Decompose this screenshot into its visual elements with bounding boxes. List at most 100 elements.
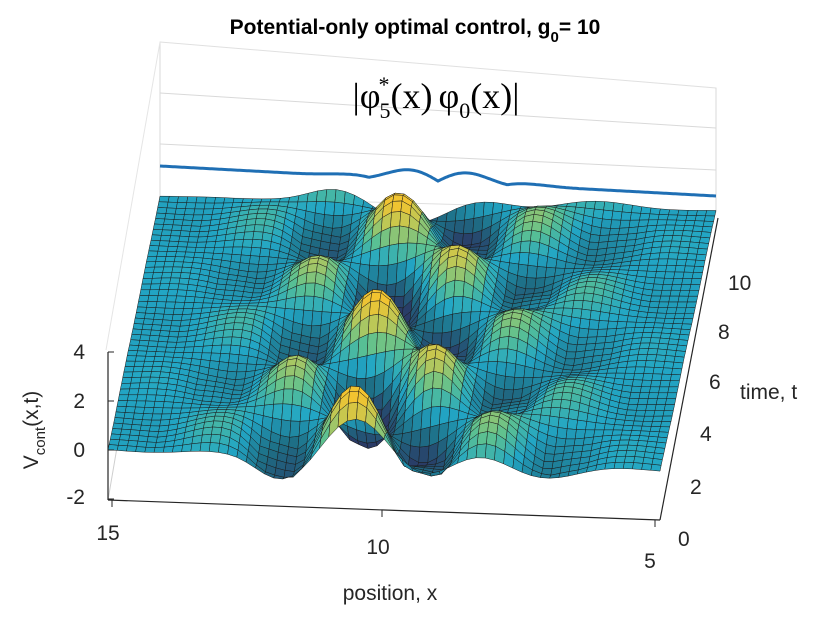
surface-cell — [655, 354, 667, 362]
surface-cell — [170, 229, 182, 237]
surface-cell — [668, 295, 680, 303]
surface-cell — [190, 403, 202, 409]
surface-cell — [627, 439, 639, 446]
surface-cell — [198, 230, 210, 238]
surface-cell — [657, 258, 669, 266]
surface-cell — [216, 406, 229, 410]
surface-cell — [680, 284, 692, 291]
surface-cell — [211, 344, 223, 354]
surface-cell — [579, 318, 591, 330]
surface-cell — [154, 394, 166, 402]
surface-cell — [334, 189, 346, 204]
surface-cell — [671, 368, 683, 376]
surface-cell — [543, 453, 555, 462]
surface-cell — [141, 323, 153, 331]
surface-cell — [634, 410, 647, 417]
surface-cell — [537, 253, 548, 268]
surface-cell — [191, 352, 203, 360]
surface-cell — [680, 323, 693, 330]
surface-cell — [269, 198, 281, 203]
surface-cell — [624, 455, 636, 463]
surface-cell — [201, 345, 213, 354]
surface-cell — [652, 367, 664, 375]
surface-cell — [260, 239, 272, 250]
surface-cell — [561, 369, 573, 374]
surface-cell — [152, 223, 164, 231]
surface-cell — [239, 254, 251, 265]
surface-cell — [151, 413, 163, 421]
surface-cell — [468, 246, 480, 251]
surface-cell — [157, 335, 170, 343]
surface-cell — [618, 227, 630, 235]
surface-cell — [144, 447, 156, 453]
surface-cell — [595, 336, 607, 344]
surface-cell — [109, 433, 121, 441]
surface-cell — [651, 289, 663, 297]
surface-cell — [148, 289, 160, 296]
surface-cell — [150, 234, 162, 241]
surface-cell — [153, 313, 165, 321]
surface-cell — [655, 224, 667, 232]
surface-cell — [574, 286, 586, 294]
surface-cell — [135, 400, 147, 408]
surface-cell — [121, 423, 133, 430]
surface-cell — [223, 239, 235, 248]
surface-cell — [168, 283, 180, 291]
surface-cell — [664, 313, 676, 319]
surface-cell — [177, 196, 189, 203]
surface-cell — [143, 407, 155, 415]
surface-cell — [227, 362, 239, 373]
surface-cell — [629, 212, 641, 221]
surface-cell — [138, 295, 150, 302]
surface-cell — [684, 259, 697, 267]
surface-cell — [627, 354, 639, 362]
surface-cell — [369, 300, 381, 316]
surface-cell — [153, 446, 165, 453]
surface-cell — [639, 213, 651, 221]
surface-cell — [136, 350, 148, 357]
surface-cell — [397, 242, 409, 264]
surface-cell — [201, 214, 213, 221]
surface-cell — [158, 195, 170, 203]
surface-cell — [603, 341, 615, 350]
surface-cell — [693, 265, 705, 273]
surface-cell — [661, 367, 673, 375]
surface-cell — [649, 207, 661, 215]
surface-cell — [650, 332, 662, 339]
surface-cell — [133, 317, 145, 325]
surface-cell — [137, 388, 149, 396]
surface-cell — [600, 218, 612, 229]
surface-cell — [180, 313, 193, 321]
surface-cell — [155, 301, 167, 309]
surface-cell — [159, 330, 171, 337]
surface-cell — [148, 425, 161, 432]
surface-cell — [147, 250, 159, 257]
surface-cell — [333, 201, 345, 216]
surface-cell — [236, 363, 248, 373]
surface-cell — [656, 264, 668, 273]
surface-cell — [129, 429, 141, 436]
surface-cell — [578, 327, 590, 338]
surface-cell — [219, 353, 231, 363]
surface-cell — [497, 348, 509, 363]
surface-cell — [376, 332, 387, 354]
surface-cell — [378, 245, 390, 267]
surface-cell — [697, 242, 710, 250]
surface-cell — [112, 422, 124, 430]
surface-cell — [160, 413, 172, 421]
surface-cell — [675, 258, 687, 267]
surface-cell — [682, 225, 695, 232]
surface-cell — [643, 366, 655, 375]
surface-cell — [290, 404, 302, 422]
surface-cell — [190, 442, 202, 452]
surface-cell — [126, 350, 138, 357]
surface-cell — [159, 371, 171, 379]
surface-cell — [183, 346, 195, 353]
surface-cell — [572, 300, 584, 310]
surface-cell — [632, 420, 644, 427]
surface-cell — [161, 319, 173, 327]
surface-cell — [525, 277, 537, 290]
surface-cell — [155, 346, 167, 353]
surface-cell — [659, 246, 671, 254]
surface-cell — [581, 443, 593, 452]
